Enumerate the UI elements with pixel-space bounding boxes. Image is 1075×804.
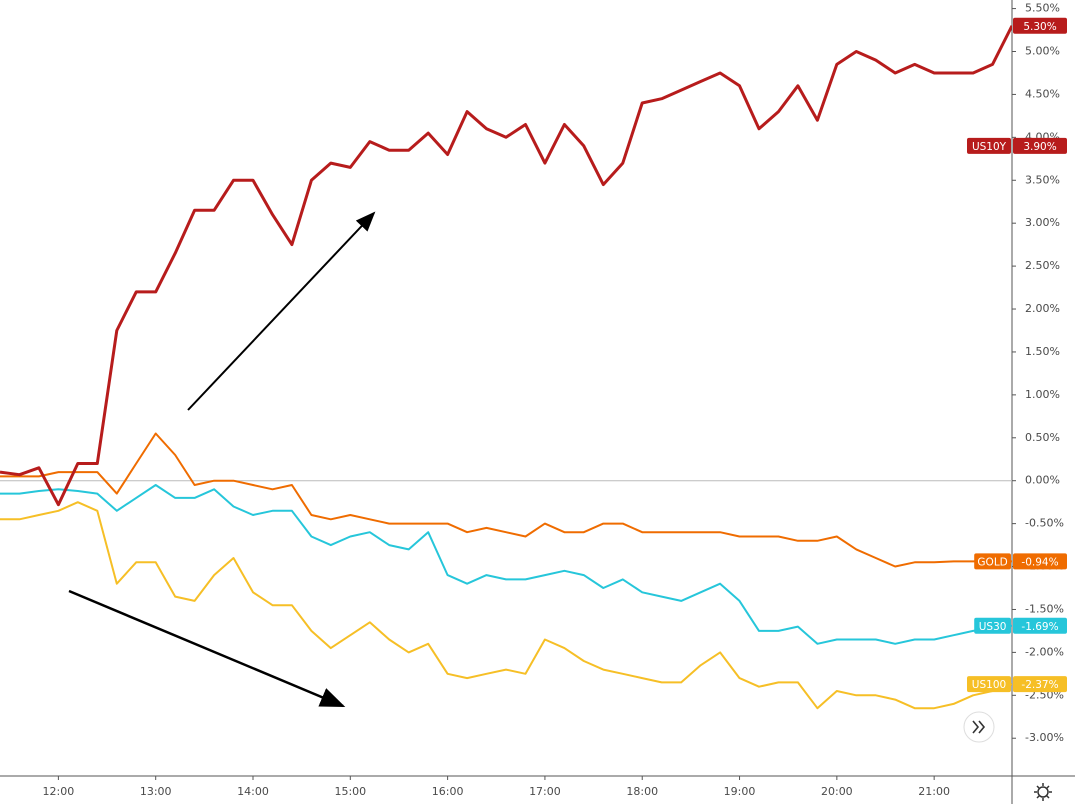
y-tick-label: 2.00% <box>1025 302 1060 315</box>
y-tick-label: -3.00% <box>1025 731 1064 744</box>
price-tag: US10Y 3.90% <box>967 137 1067 154</box>
y-tick-label: 4.50% <box>1025 87 1060 100</box>
x-tick-label: 12:00 <box>43 785 75 798</box>
tag-value-box <box>1013 617 1067 634</box>
legend-label: GOLD <box>977 556 1007 568</box>
x-tick-label: 20:00 <box>821 785 853 798</box>
tag-value-box <box>1013 553 1067 570</box>
y-tick-label: 3.50% <box>1025 173 1060 186</box>
annotation-arrow-up <box>187 211 376 411</box>
y-tick-label: -1.50% <box>1025 602 1064 615</box>
legend-label: US10Y <box>972 141 1007 153</box>
tag-value-label: -1.69% <box>1021 621 1058 633</box>
tag-value-box <box>1013 676 1067 693</box>
series-line <box>0 432 1012 568</box>
price-tag: 5.30% <box>1013 17 1067 34</box>
y-tick-label: 5.00% <box>1025 45 1060 58</box>
y-tick-label: 5.50% <box>1025 2 1060 15</box>
tag-name-box <box>967 676 1011 693</box>
tag-value-box <box>1013 137 1067 154</box>
x-tick-label: 18:00 <box>626 785 658 798</box>
y-tick-label: 3.00% <box>1025 216 1060 229</box>
x-tick-label: 19:00 <box>724 785 756 798</box>
scroll-button[interactable] <box>963 711 995 743</box>
tag-value-label: 3.90% <box>1023 141 1056 153</box>
y-tick-label: -2.00% <box>1025 645 1064 658</box>
x-tick-label: 21:00 <box>918 785 950 798</box>
price-tag: US100 -2.37% <box>967 676 1067 693</box>
tag-value-label: -2.37% <box>1021 679 1058 691</box>
settings-icon[interactable] <box>1034 783 1052 801</box>
x-tick-label: 17:00 <box>529 785 561 798</box>
series-line <box>0 484 1012 645</box>
y-tick-label: -0.50% <box>1025 517 1064 530</box>
x-tick-label: 16:00 <box>432 785 464 798</box>
y-tick-label: 1.50% <box>1025 345 1060 358</box>
annotation-arrow-down <box>68 589 346 708</box>
x-tick-label: 14:00 <box>237 785 269 798</box>
tag-value-label: 5.30% <box>1023 21 1056 33</box>
legend-label: US30 <box>979 621 1007 633</box>
tag-value-box <box>1013 17 1067 34</box>
tag-name-box <box>974 617 1011 634</box>
tag-name-box <box>967 137 1011 154</box>
x-tick-label: 15:00 <box>334 785 366 798</box>
series-line <box>0 501 1012 710</box>
tag-name-box <box>974 553 1011 570</box>
y-tick-label: 2.50% <box>1025 259 1060 272</box>
tag-value-label: -0.94% <box>1021 556 1058 568</box>
y-tick-label: 0.00% <box>1025 474 1060 487</box>
y-tick-label: 0.50% <box>1025 431 1060 444</box>
price-tag: US30 -1.69% <box>974 617 1067 634</box>
price-tag: GOLD -0.94% <box>974 553 1067 570</box>
x-tick-label: 13:00 <box>140 785 172 798</box>
y-tick-label: 1.00% <box>1025 388 1060 401</box>
series-line <box>0 25 1012 507</box>
legend-label: US100 <box>972 679 1006 691</box>
